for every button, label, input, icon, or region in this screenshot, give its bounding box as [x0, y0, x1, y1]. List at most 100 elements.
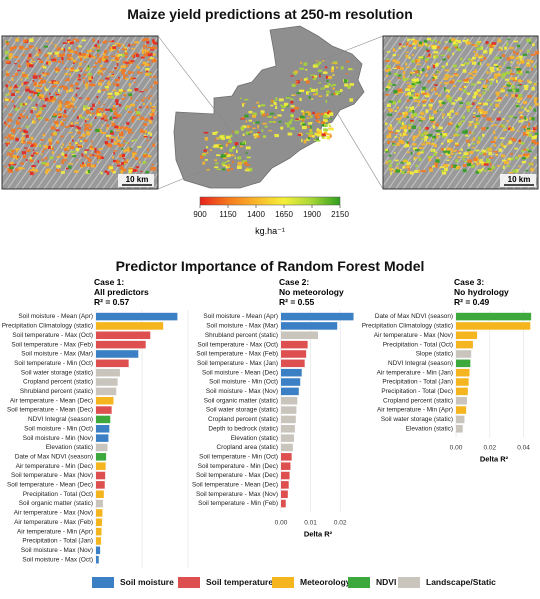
yield-pixel [277, 114, 282, 117]
yield-pixel [388, 80, 391, 84]
yield-pixel [401, 170, 405, 174]
yield-pixel [426, 92, 430, 96]
yield-pixel [43, 145, 48, 147]
yield-pixel [295, 118, 299, 121]
yield-pixel [216, 144, 222, 147]
yield-pixel [18, 96, 22, 98]
x-tick-label: 0.02 [334, 519, 347, 526]
yield-pixel [127, 142, 130, 145]
yield-pixel [323, 137, 326, 140]
yield-pixel [486, 160, 491, 164]
yield-pixel [222, 164, 226, 167]
yield-pixel [52, 85, 57, 88]
yield-pixel [325, 99, 328, 103]
yield-pixel [225, 165, 230, 168]
yield-pixel [422, 104, 427, 107]
yield-pixel [80, 164, 85, 167]
yield-pixel [93, 147, 97, 151]
yield-pixel [115, 54, 118, 57]
yield-pixel [462, 168, 467, 173]
yield-pixel [318, 61, 322, 65]
yield-pixel [85, 69, 88, 72]
yield-pixel [417, 104, 420, 106]
yield-pixel [245, 120, 248, 123]
yield-pixel [452, 79, 455, 82]
yield-pixel [53, 113, 56, 116]
yield-pixel [59, 53, 64, 57]
yield-pixel [78, 74, 81, 78]
yield-pixel [518, 165, 521, 168]
yield-pixel [140, 130, 145, 133]
yield-pixel [521, 59, 525, 64]
yield-pixel [32, 152, 37, 154]
yield-pixel [63, 114, 66, 118]
yield-pixel [300, 61, 302, 65]
yield-pixel [405, 54, 408, 58]
yield-pixel [421, 117, 426, 121]
yield-pixel [398, 121, 401, 124]
yield-pixel [257, 104, 261, 108]
yield-pixel [230, 154, 235, 157]
yield-pixel [134, 41, 139, 44]
yield-pixel [506, 71, 512, 75]
yield-pixel [63, 86, 68, 90]
yield-pixel [419, 120, 423, 122]
yield-pixel [506, 120, 509, 123]
yield-pixel [435, 130, 441, 132]
yield-pixel [147, 148, 149, 152]
yield-pixel [31, 60, 36, 63]
yield-pixel [227, 164, 230, 166]
yield-pixel [117, 44, 121, 47]
yield-pixel [316, 130, 320, 134]
yield-pixel [128, 167, 133, 172]
yield-pixel [429, 167, 432, 170]
yield-pixel [315, 119, 319, 122]
yield-pixel [251, 114, 256, 118]
bar-label: Soil temperature - Mean (Dec) [7, 407, 93, 414]
yield-pixel [308, 134, 313, 138]
yield-pixel [493, 124, 498, 126]
importance-bar [281, 443, 293, 452]
yield-pixel [389, 71, 391, 75]
yield-pixel [315, 63, 320, 66]
yield-pixel [412, 135, 418, 138]
yield-pixel [6, 42, 10, 46]
yield-pixel [16, 127, 22, 130]
yield-pixel [483, 50, 488, 54]
yield-pixel [497, 74, 501, 77]
yield-pixel [447, 96, 453, 100]
yield-pixel [436, 135, 439, 139]
yield-pixel [40, 153, 43, 156]
yield-pixel [428, 158, 431, 162]
yield-pixel [50, 42, 53, 44]
yield-pixel [532, 127, 537, 130]
yield-pixel [38, 85, 42, 88]
yield-pixel [386, 51, 391, 53]
yield-pixel [21, 139, 24, 143]
yield-pixel [405, 93, 407, 97]
yield-pixel [466, 42, 472, 45]
yield-pixel [75, 39, 79, 42]
yield-pixel [49, 96, 54, 100]
yield-pixel [6, 70, 8, 73]
yield-pixel [38, 89, 42, 92]
yield-pixel [125, 148, 130, 152]
yield-pixel [25, 125, 29, 128]
yield-pixel [479, 109, 484, 113]
yield-pixel [432, 137, 435, 141]
yield-pixel [312, 111, 315, 115]
yield-pixel [338, 93, 341, 95]
importance-bar [281, 490, 288, 498]
yield-pixel [531, 168, 535, 171]
yield-pixel [386, 86, 391, 89]
yield-pixel [432, 64, 435, 69]
yield-pixel [248, 133, 251, 135]
yield-pixel [101, 67, 107, 71]
yield-pixel [510, 157, 514, 161]
yield-pixel [266, 113, 269, 117]
yield-pixel [78, 114, 83, 117]
yield-pixel [124, 55, 128, 58]
yield-pixel [116, 139, 121, 142]
importance-bar [281, 434, 295, 442]
yield-pixel [414, 42, 417, 45]
